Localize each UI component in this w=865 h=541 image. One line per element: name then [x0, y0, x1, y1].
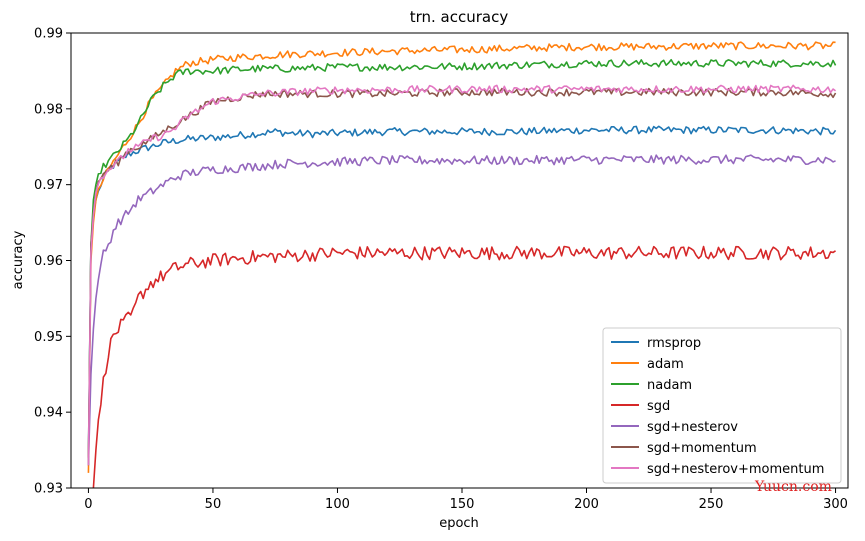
x-tick-label: 100 — [325, 497, 350, 512]
legend-label: sgd — [647, 399, 670, 414]
y-tick-label: 0.94 — [34, 406, 63, 421]
legend: rmsprop adam nadam sgd sgd+nesterov sgd+momen… — [602, 327, 842, 484]
y-tick-label: 0.95 — [34, 330, 63, 345]
watermark: Yuucn.com — [754, 479, 832, 495]
series-line-rmsprop — [87, 125, 837, 458]
y-tick-label: 0.93 — [34, 482, 63, 497]
series-line-sgd — [92, 245, 836, 488]
legend-label: rmsprop — [647, 336, 701, 351]
series-line-nadam — [87, 58, 837, 466]
x-tick-label: 200 — [574, 497, 599, 512]
x-tick-label: 50 — [205, 497, 222, 512]
series-line-sgd-nesterov — [87, 154, 836, 466]
x-tick-label: 150 — [450, 497, 475, 512]
x-tick-label: 0 — [84, 497, 92, 512]
y-tick-label: 0.97 — [34, 178, 63, 193]
legend-label: sgd+nesterov+momentum — [647, 462, 824, 477]
x-tick-label: 250 — [699, 497, 724, 512]
y-tick-label: 0.99 — [34, 27, 63, 42]
series-line-sgd-nesterov-momentum — [87, 84, 837, 466]
x-axis: 0 50 100 150 200 250 300 — [84, 488, 848, 512]
legend-label: nadam — [647, 378, 692, 393]
y-axis-label: accuracy — [11, 230, 26, 289]
series-layer — [87, 41, 837, 488]
y-tick-label: 0.98 — [34, 102, 63, 117]
legend-label: adam — [647, 357, 684, 372]
x-tick-label: 300 — [823, 497, 848, 512]
series-line-adam — [87, 41, 836, 473]
legend-label: sgd+momentum — [647, 441, 757, 456]
x-axis-label: epoch — [439, 516, 479, 531]
legend-label: sgd+nesterov — [647, 420, 738, 435]
y-axis: 0.93 0.94 0.95 0.96 0.97 0.98 0.99 — [34, 27, 71, 497]
y-tick-label: 0.96 — [34, 254, 63, 269]
legend-box — [602, 327, 842, 484]
chart-title: trn. accuracy — [410, 8, 509, 26]
